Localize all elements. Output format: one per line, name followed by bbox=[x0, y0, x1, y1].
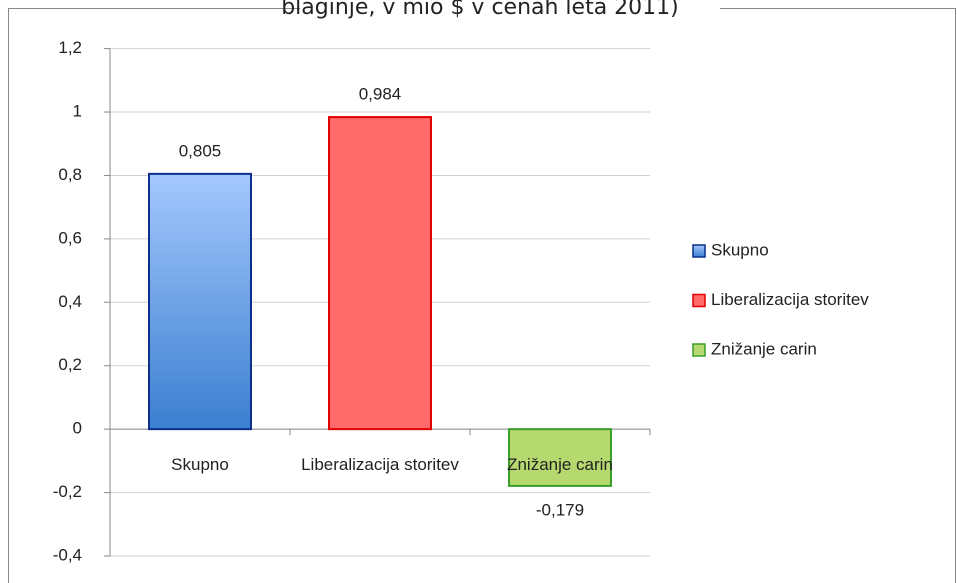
x-tick-label: Znižanje carin bbox=[507, 455, 613, 474]
y-tick-label: 0,2 bbox=[58, 355, 82, 374]
data-label: 0,805 bbox=[179, 141, 222, 160]
legend-swatch bbox=[692, 244, 706, 258]
x-tick-label: Skupno bbox=[171, 455, 229, 474]
y-tick-label: 0 bbox=[73, 419, 82, 438]
x-tick-label-box: Znižanje carin bbox=[507, 455, 613, 474]
x-tick-label-box: Skupno bbox=[171, 455, 229, 474]
y-tick-label: 0,4 bbox=[58, 292, 82, 311]
legend-swatch bbox=[692, 293, 706, 308]
y-tick-label: 0,6 bbox=[58, 228, 82, 247]
data-label: -0,179 bbox=[536, 500, 584, 519]
y-tick-label: -0,2 bbox=[53, 482, 82, 501]
y-tick-label: 1 bbox=[73, 102, 82, 121]
legend-label: Znižanje carin bbox=[711, 339, 817, 358]
data-label: 0,984 bbox=[359, 85, 402, 104]
y-tick-label: 1,2 bbox=[58, 38, 82, 57]
legend-label: Skupno bbox=[711, 240, 769, 259]
title-backdrop bbox=[300, 0, 720, 9]
chart-title: blaginje, v mio $ v cenah leta 2011) bbox=[281, 0, 679, 20]
bar bbox=[508, 428, 612, 487]
bar bbox=[328, 116, 432, 431]
legend-label: Liberalizacija storitev bbox=[711, 290, 869, 309]
y-tick-label: 0,8 bbox=[58, 165, 82, 184]
x-tick-label: Liberalizacija storitev bbox=[301, 455, 459, 474]
legend-swatch bbox=[692, 343, 706, 357]
x-tick-label-box: Liberalizacija storitev bbox=[301, 455, 459, 474]
y-tick-label: -0,4 bbox=[53, 545, 82, 564]
bar bbox=[148, 172, 252, 431]
